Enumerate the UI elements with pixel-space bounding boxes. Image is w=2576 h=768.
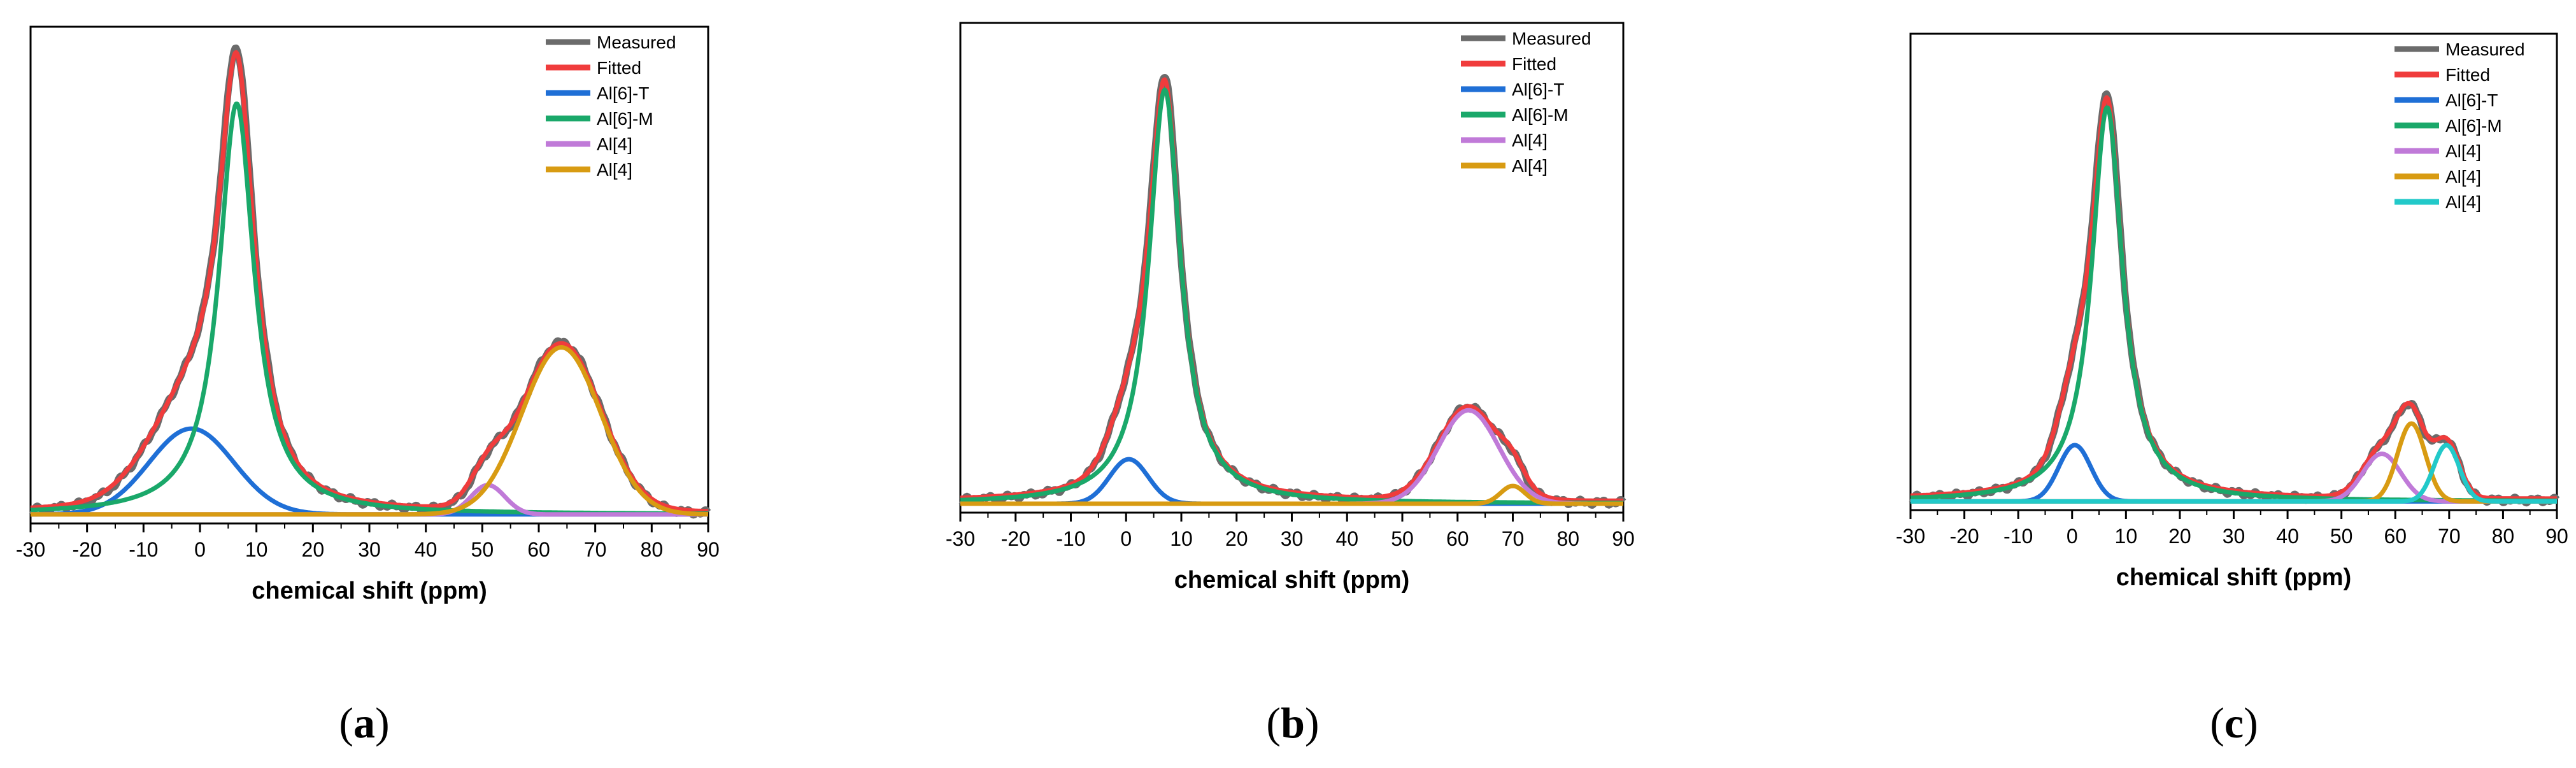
panel-caption: (a)	[339, 699, 389, 747]
legend-label: Measured	[1512, 29, 1591, 48]
x-tick-label: -20	[1949, 525, 1979, 548]
legend-item: Measured	[2395, 39, 2525, 59]
x-tick-label: 80	[641, 538, 664, 561]
legend-item: Al[4]	[2395, 192, 2481, 212]
x-tick-label: 0	[2067, 525, 2078, 548]
legend-item: Al[6]-T	[1461, 80, 1564, 99]
x-tick-label: 30	[358, 538, 381, 561]
legend-label: Al[4]	[1512, 156, 1548, 176]
legend-item: Fitted	[546, 58, 641, 78]
x-tick-label: 50	[471, 538, 494, 561]
x-tick-label: 30	[2223, 525, 2245, 548]
legend-label: Al[4]	[1512, 131, 1548, 150]
legend-label: Al[6]-T	[1512, 80, 1564, 99]
x-tick-label: -30	[16, 538, 45, 561]
legend-item: Fitted	[1461, 54, 1556, 74]
x-tick-label: 0	[1120, 527, 1132, 550]
x-tick-label: -20	[1001, 527, 1030, 550]
x-tick-label: 60	[527, 538, 550, 561]
x-tick-label: -10	[2003, 525, 2033, 548]
legend-item: Al[4]	[546, 134, 632, 154]
legend-label: Al[6]-T	[2445, 90, 2498, 110]
panel-caption: (b)	[1266, 699, 1319, 747]
legend-item: Al[4]	[1461, 156, 1548, 176]
x-tick-label: 40	[1335, 527, 1358, 550]
x-tick-label: 0	[194, 538, 206, 561]
series-al-4--al-4-orange	[959, 483, 1625, 506]
x-tick-label: 10	[2115, 525, 2138, 548]
x-tick-label: -30	[1896, 525, 1925, 548]
legend-label: Fitted	[2445, 65, 2490, 85]
x-tick-label: 10	[1170, 527, 1193, 550]
x-tick-label: 20	[2168, 525, 2191, 548]
legend-item: Al[6]-M	[546, 109, 653, 129]
legend-item: Al[4]	[1461, 131, 1548, 150]
legend-item: Al[6]-M	[2395, 116, 2502, 136]
legend-item: Al[6]-T	[546, 83, 649, 103]
legend-label: Al[6]-M	[597, 109, 653, 129]
x-tick-label: 90	[697, 538, 720, 561]
chart-panel: -30 -20 -10 0 10 20 30 40 50 60 70 80 90 chemical shi…	[1896, 32, 2568, 747]
chart-panel: -30 -20 -10 0 10 20 30 40 50 60 70 80 90 chemical shi…	[16, 25, 720, 747]
legend-item: Al[4]	[2395, 167, 2481, 187]
legend-item: Fitted	[2395, 65, 2490, 85]
x-axis-label: chemical shift (ppm)	[252, 578, 487, 604]
legend-label: Measured	[2445, 39, 2525, 59]
series-al-4--al-4-orange	[29, 345, 709, 517]
x-tick-label: 20	[302, 538, 325, 561]
legend-label: Fitted	[1512, 54, 1556, 74]
chart-panel: -30 -20 -10 0 10 20 30 40 50 60 70 80 90 chemical shi…	[946, 22, 1635, 747]
x-axis-label: chemical shift (ppm)	[1174, 567, 1410, 594]
x-tick-label: 40	[2276, 525, 2299, 548]
legend-item: Al[4]	[546, 160, 632, 180]
legend-label: Al[4]	[2445, 192, 2481, 212]
x-tick-label: 30	[1281, 527, 1304, 550]
legend-label: Al[4]	[2445, 141, 2481, 161]
legend-item: Al[6]-T	[2395, 90, 2498, 110]
x-tick-label: 80	[1556, 527, 1579, 550]
legend-label: Measured	[597, 32, 676, 52]
legend-item: Al[6]-M	[1461, 105, 1569, 125]
x-tick-label: 60	[1446, 527, 1469, 550]
legend-label: Al[4]	[597, 134, 632, 154]
legend-item: Al[4]	[2395, 141, 2481, 161]
legend-item: Measured	[546, 32, 676, 52]
legend-label: Al[6]-M	[2445, 116, 2502, 136]
x-tick-label: 70	[584, 538, 607, 561]
x-tick-label: 70	[1502, 527, 1525, 550]
x-tick-label: -10	[129, 538, 158, 561]
x-tick-label: 50	[1391, 527, 1414, 550]
x-tick-label: -10	[1056, 527, 1085, 550]
x-tick-label: 80	[2492, 525, 2515, 548]
x-tick-label: 20	[1225, 527, 1248, 550]
x-tick-label: -30	[946, 527, 975, 550]
x-tick-label: 90	[2545, 525, 2568, 548]
legend-item: Measured	[1461, 29, 1591, 48]
x-tick-label: 90	[1612, 527, 1635, 550]
legend-label: Al[4]	[2445, 167, 2481, 187]
series-al-6-m-al-6-m	[959, 87, 1625, 506]
x-tick-label: 70	[2438, 525, 2461, 548]
series-al-4--al-4-cyan	[1909, 443, 2558, 504]
panel-caption: (c)	[2210, 699, 2258, 747]
x-tick-label: -20	[73, 538, 102, 561]
x-tick-label: 50	[2330, 525, 2353, 548]
legend-label: Al[6]-M	[1512, 105, 1569, 125]
legend-label: Al[4]	[597, 160, 632, 180]
legend-label: Fitted	[597, 58, 641, 78]
legend-label: Al[6]-T	[597, 83, 649, 103]
x-tick-label: 60	[2384, 525, 2407, 548]
x-tick-label: 10	[245, 538, 268, 561]
x-axis-label: chemical shift (ppm)	[2116, 564, 2352, 591]
x-tick-label: 40	[415, 538, 438, 561]
